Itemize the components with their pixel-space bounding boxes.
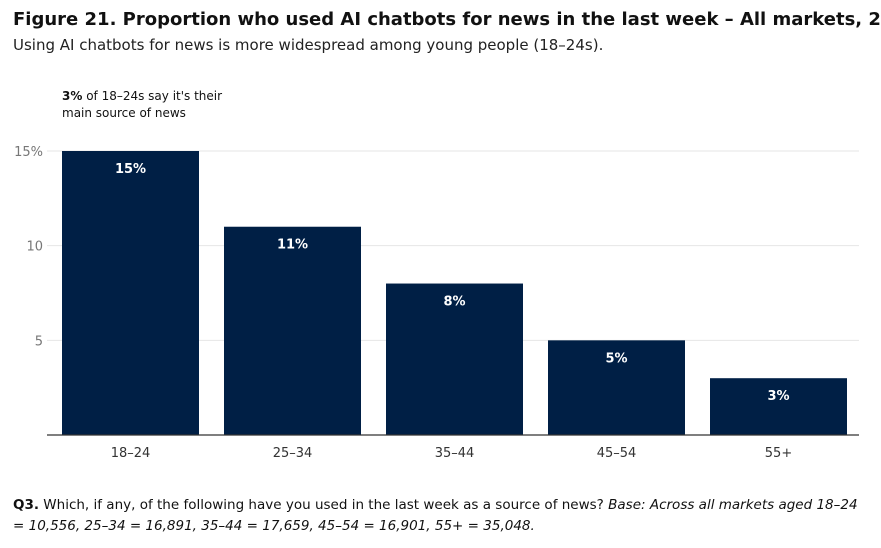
y-tick-label: 10 xyxy=(26,240,43,255)
bar-chart: 5 10 15% 15% 11% 8% 5% 3% 18–24 25–34 35–44 45–54… xyxy=(14,145,859,461)
data-label: 3% xyxy=(767,389,789,404)
chart-footnote: Q3. Which, if any, of the following have… xyxy=(13,495,871,537)
data-label: 8% xyxy=(443,295,465,310)
chart-subtitle: Using AI chatbots for news is more wides… xyxy=(13,36,604,54)
annotation-highlight: 3% xyxy=(62,89,83,103)
y-tick-label: 15% xyxy=(14,145,43,160)
bar-4 xyxy=(548,340,685,435)
x-tick-label: 55+ xyxy=(765,446,792,461)
bars xyxy=(62,151,847,435)
data-label: 11% xyxy=(277,238,308,253)
data-label: 15% xyxy=(115,162,146,177)
annotation-text: of 18–24s say it's their xyxy=(82,89,223,103)
x-tick-label: 35–44 xyxy=(435,446,475,461)
chart-title: Figure 21. Proportion who used AI chatbo… xyxy=(13,9,881,30)
x-tick-label: 45–54 xyxy=(597,446,637,461)
annotation-text-line2: main source of news xyxy=(62,106,186,120)
x-tick-label: 18–24 xyxy=(111,446,151,461)
y-axis-ticks: 5 10 15% xyxy=(14,145,43,349)
x-tick-label: 25–34 xyxy=(273,446,313,461)
footnote-base: Base: Across all markets aged 18–24 = 10… xyxy=(13,497,858,534)
bar-3 xyxy=(386,283,523,435)
x-axis-labels: 18–24 25–34 35–44 45–54 55+ xyxy=(111,446,793,461)
bar-2 xyxy=(224,226,361,435)
bar-5 xyxy=(710,378,847,435)
y-tick-label: 5 xyxy=(35,334,43,349)
footnote-question: Which, if any, of the following have you… xyxy=(39,497,609,513)
bar-1 xyxy=(62,151,199,435)
footnote-question-label: Q3. xyxy=(13,497,39,513)
chart-annotation: 3% of 18–24s say it's their main source o… xyxy=(62,88,262,122)
data-label: 5% xyxy=(605,351,627,366)
data-labels: 15% 11% 8% 5% 3% xyxy=(115,162,790,404)
